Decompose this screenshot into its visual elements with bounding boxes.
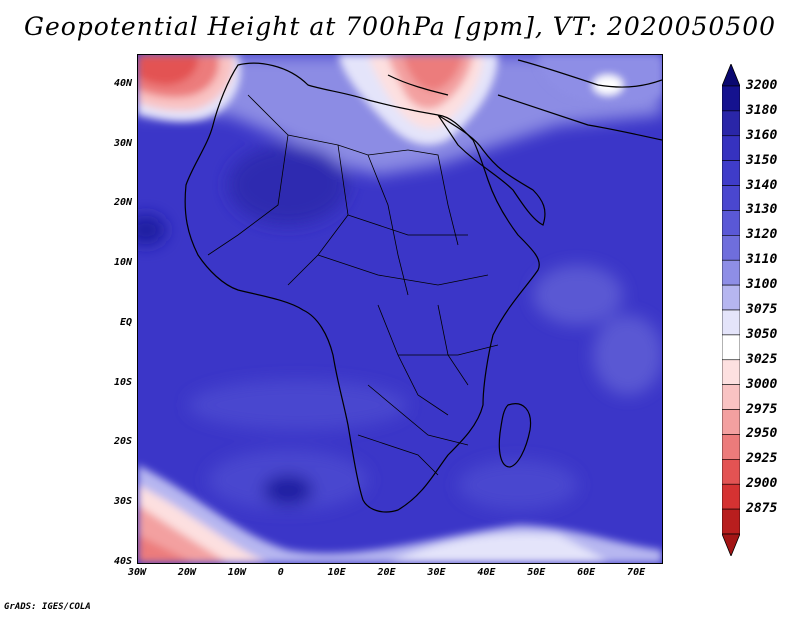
lon-label: 20W [177, 567, 196, 578]
lon-label: 40E [477, 567, 496, 578]
lat-label: EQ [119, 316, 132, 328]
lon-label: 50E [527, 567, 546, 578]
colorbar-label: 2975 [746, 401, 778, 417]
colorbar-swatch [722, 334, 740, 361]
colorbar-swatch [722, 110, 740, 137]
colorbar-label: 2875 [746, 501, 778, 517]
colorbar-label: 3075 [746, 302, 778, 317]
lat-label: 20S [113, 436, 132, 448]
colorbar-swatch [722, 359, 740, 385]
country-borders [207, 94, 499, 476]
colorbar-label: 3180 [746, 102, 778, 118]
colorbar-label: 2900 [746, 476, 778, 492]
colorbar-swatch [722, 384, 740, 410]
colorbar-label: 2950 [746, 426, 778, 442]
lat-label: 30N [113, 137, 132, 149]
colorbar-swatch [722, 309, 740, 336]
lon-label: 70E [627, 567, 646, 578]
colorbar-label: 3140 [746, 177, 778, 193]
northern-trough [138, 55, 662, 145]
colorbar-label: 3200 [746, 78, 778, 93]
lon-label: 30E [427, 567, 446, 578]
colorbar-swatch [722, 160, 740, 186]
colorbar-label: 3160 [746, 127, 778, 143]
colorbar-bottom-arrow [722, 533, 740, 556]
colorbar-swatch [722, 483, 740, 510]
colorbar-label: 2925 [746, 451, 778, 467]
colorbar-swatch [722, 235, 740, 261]
colorbar-swatch [722, 409, 740, 435]
lat-label: 40S [113, 556, 132, 567]
map-title: Geopotential Height at 700hPa [gpm], VT:… [23, 12, 777, 41]
colorbar-swatch [722, 284, 740, 311]
lat-label: 10N [113, 257, 132, 269]
map-panel [137, 54, 663, 564]
colorbar-swatch [722, 135, 740, 161]
colorbar-label: 3100 [746, 277, 778, 293]
lat-label: 20N [113, 197, 132, 209]
colorbar-label: 3120 [746, 227, 778, 243]
colorbar-swatch [722, 459, 740, 485]
colorbar-label: 3000 [746, 376, 778, 392]
colorbar-top-arrow [722, 64, 740, 87]
lon-label: 0 [277, 567, 284, 578]
southern-trough [138, 465, 662, 563]
colorbar-swatch [722, 508, 740, 535]
lon-label: 20E [377, 567, 396, 578]
lon-label: 30W [128, 567, 147, 578]
colorbar-label: 3050 [746, 326, 778, 342]
lat-label: 30S [113, 496, 132, 508]
lon-label: 10W [227, 567, 246, 578]
grads-credit: GrADS: IGES/COLA [4, 602, 91, 612]
colorbar-swatch [722, 259, 740, 286]
colorbar-swatch [722, 185, 740, 211]
lat-label: 40N [113, 77, 132, 89]
colorbar [722, 64, 740, 556]
geopotential-height-field [138, 55, 662, 563]
lat-label: 10S [113, 376, 132, 388]
colorbar-label: 3130 [746, 202, 778, 218]
colorbar-label: 3025 [746, 351, 778, 367]
colorbar-label: 3150 [746, 152, 778, 168]
lon-label: 60E [577, 567, 596, 578]
lon-label: 10E [327, 567, 346, 578]
colorbar-swatch [722, 434, 740, 460]
colorbar-swatch [722, 85, 740, 112]
coastlines [184, 59, 662, 513]
colorbar-swatch [722, 210, 740, 236]
colorbar-label: 3110 [746, 252, 778, 268]
